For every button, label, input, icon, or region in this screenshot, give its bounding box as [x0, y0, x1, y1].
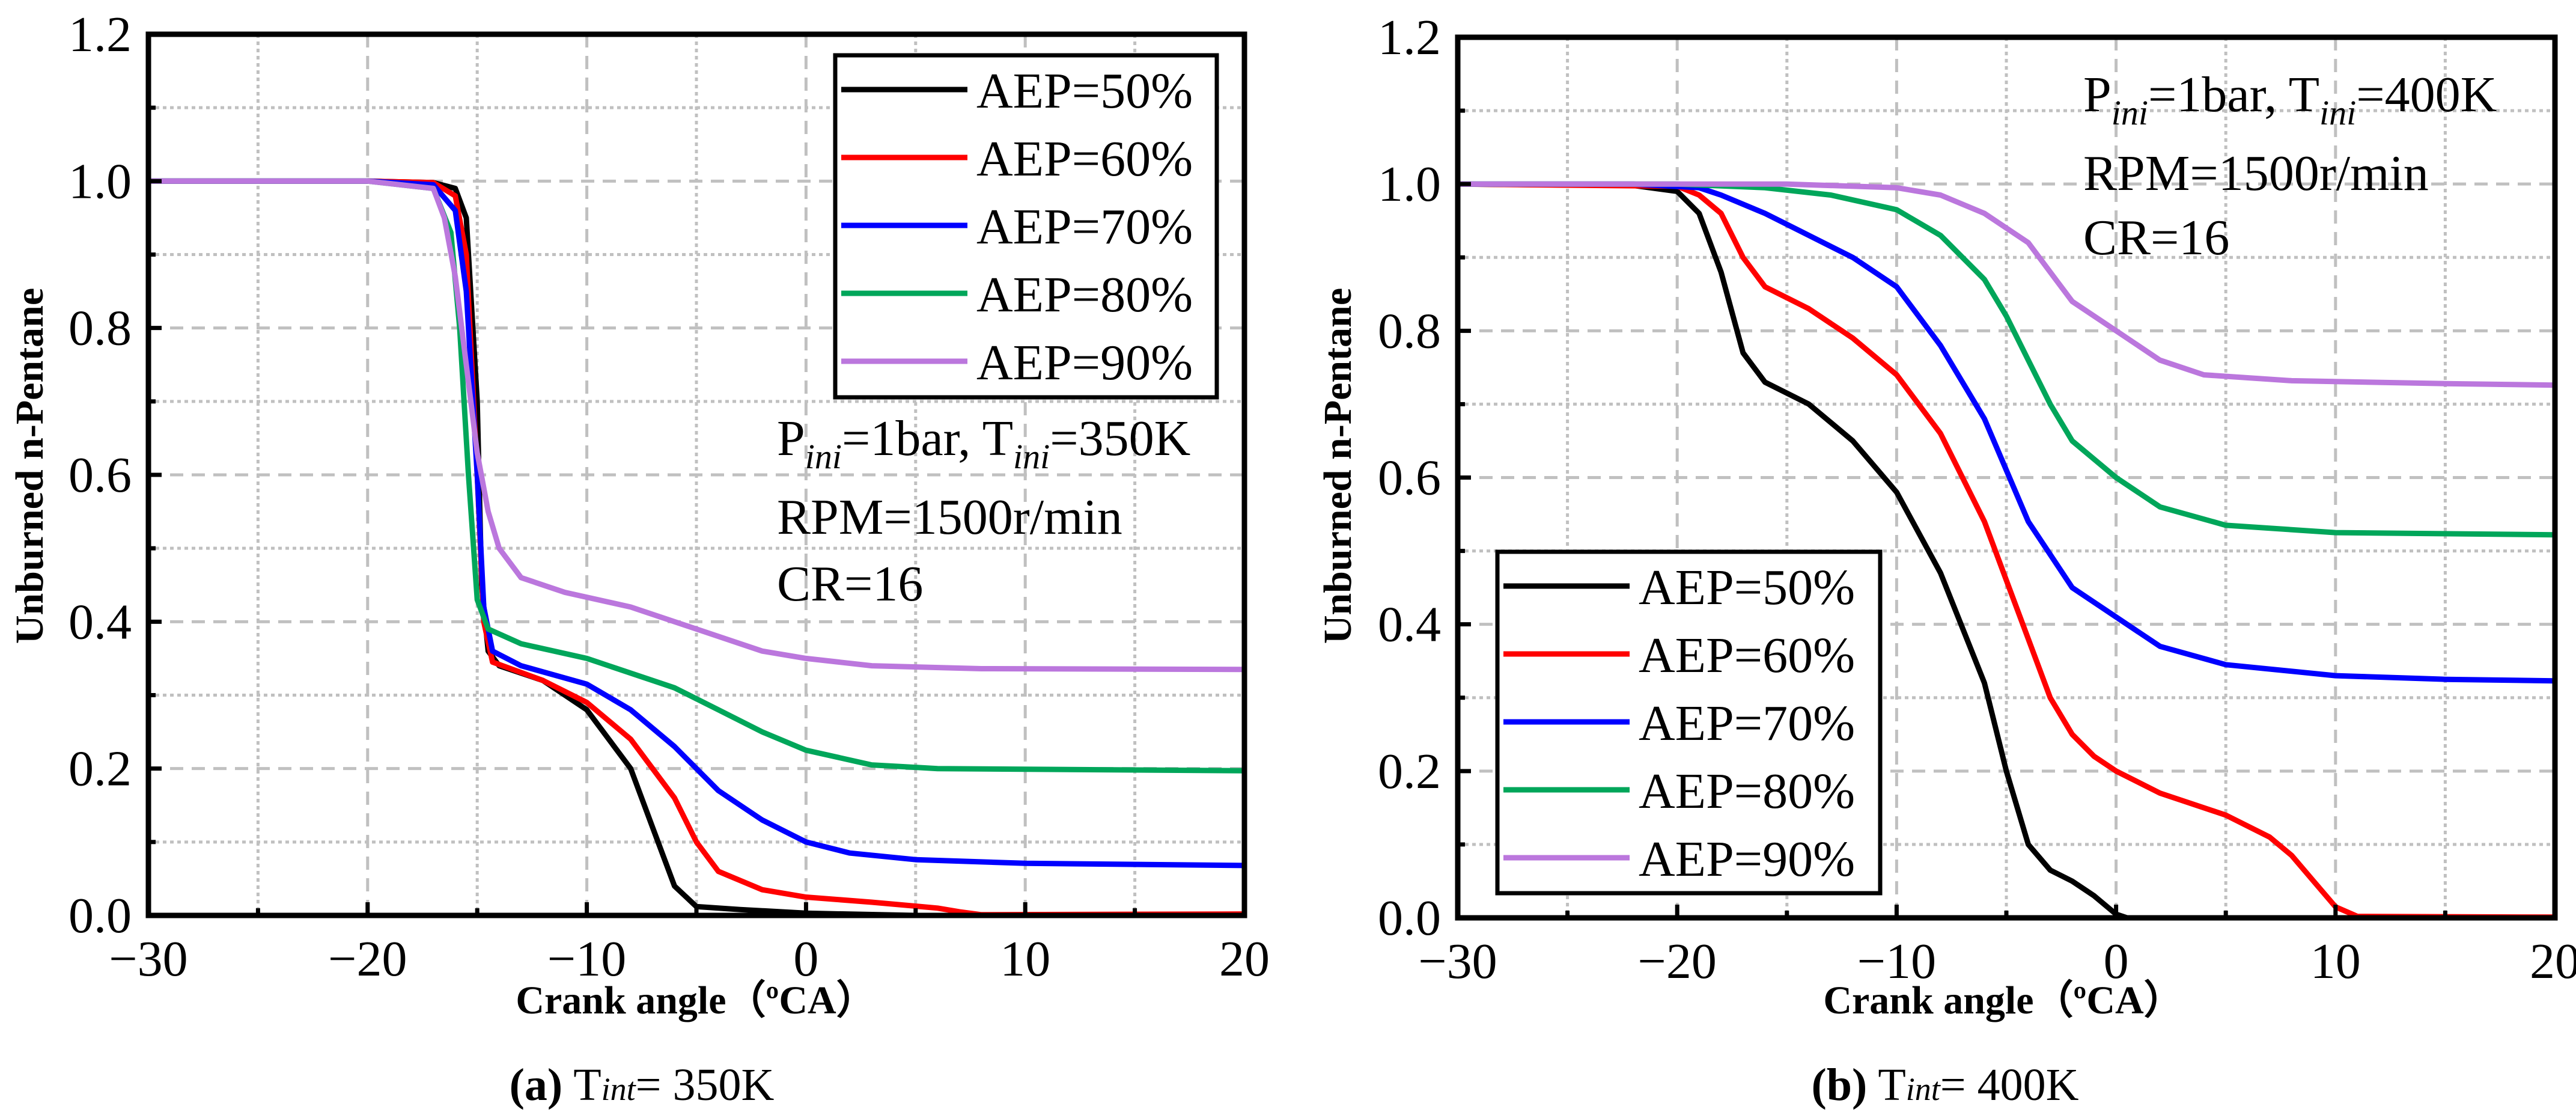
series-line-50 [1457, 181, 2555, 921]
y-tick-label: 1.2 [69, 7, 132, 63]
condition-annotation-rpm: RPM=1500r/min [2083, 145, 2429, 201]
condition-annotation-cr: CR=16 [777, 556, 923, 612]
annotation-part: =350K [1050, 411, 1190, 466]
legend: AEP=50% AEP=60% AEP=70% AEP=80% AEP=90% [1495, 549, 1883, 896]
x-tick-label: 10 [1000, 931, 1050, 987]
legend-label: AEP=50% [1639, 560, 1855, 616]
series-line-80 [1458, 181, 2556, 538]
x-tick-label: 10 [2310, 933, 2361, 989]
panel-caption: (a) Tint= 350K [510, 1060, 775, 1110]
legend-label: AEP=60% [1639, 628, 1855, 683]
series-line-60 [148, 178, 1245, 918]
annotation-part: ini [2319, 93, 2356, 132]
caption-label: (a) [510, 1060, 563, 1110]
annotation-part: ini [1013, 437, 1050, 476]
condition-annotation-pressure-temperature: Pini=1bar, Tini=350K [777, 411, 1190, 476]
annotation-part: =1bar, T [842, 411, 1013, 466]
legend: AEP=50% AEP=60% AEP=70% AEP=80% AEP=90% [833, 53, 1219, 400]
condition-annotation-pressure-temperature: Pini=1bar, Tini=400K [2083, 67, 2497, 132]
y-tick-label: 1.2 [1378, 10, 1441, 66]
annotation-part: P [2083, 67, 2112, 123]
annotation-part: =400K [2356, 67, 2497, 123]
x-tick-label: 0 [793, 931, 818, 987]
legend-label: AEP=70% [976, 199, 1193, 255]
annotation-part: =1bar, T [2148, 67, 2319, 123]
x-axis-label: Crank angle（ºCA） [516, 978, 875, 1022]
x-tick-label: −30 [109, 931, 187, 987]
x-tick-label: 20 [1219, 931, 1270, 987]
caption-subscript: int [1906, 1071, 1941, 1107]
x-tick-label: −20 [328, 931, 407, 987]
legend-label: AEP=60% [976, 131, 1193, 187]
annotation-part: ini [805, 437, 842, 476]
y-axis-label: Unburned n-Pentane [1316, 288, 1360, 644]
y-tick-label: 0.6 [69, 447, 132, 503]
legend-label: AEP=90% [976, 335, 1193, 391]
y-tick-label: 0.0 [69, 888, 132, 944]
y-tick-label: 0.8 [1378, 303, 1441, 359]
series-line-60 [1457, 181, 2556, 920]
x-tick-label: −10 [547, 931, 626, 987]
legend-label: AEP=80% [1639, 763, 1855, 819]
series-line-90 [148, 178, 1245, 673]
x-tick-label: −30 [1418, 933, 1497, 989]
caption-value: = 400K [1940, 1060, 2079, 1110]
annotation-part: ini [2112, 93, 2148, 132]
y-tick-label: 0.2 [1378, 744, 1441, 799]
legend-label: AEP=50% [976, 63, 1193, 119]
series-line-90 [1458, 181, 2556, 388]
chart-panel-b: −30 −20 −10 0 10 20 0.0 0.2 0.4 0.6 0.8 1.0 1.2 Crank… [1316, 10, 2576, 1110]
series-line-70 [148, 178, 1245, 869]
condition-annotation-rpm: RPM=1500r/min [777, 489, 1122, 545]
legend-label: AEP=80% [976, 267, 1193, 323]
y-tick-label: 0.2 [69, 741, 132, 797]
caption-subscript: int [601, 1071, 637, 1107]
y-tick-label: 0.0 [1378, 890, 1441, 946]
annotation-part: P [777, 411, 805, 466]
caption-value: = 350K [636, 1060, 775, 1110]
chart-panel-a: −30 −20 −10 0 10 20 0.0 0.2 0.4 0.6 0.8 1.0 1.2 Crank… [8, 7, 1270, 1110]
legend-label: AEP=90% [1639, 831, 1855, 887]
caption-T: T [573, 1060, 601, 1110]
y-tick-label: 0.8 [69, 301, 132, 356]
caption-T: T [1878, 1060, 1905, 1110]
panel-caption: (b) Tint= 400K [1811, 1060, 2078, 1110]
x-axis-label: Crank angle（ºCA） [1823, 978, 2183, 1022]
legend-label: AEP=70% [1639, 695, 1855, 751]
caption-label: (b) [1811, 1060, 1867, 1110]
condition-annotation-cr: CR=16 [2083, 210, 2229, 266]
y-tick-label: 0.6 [1378, 450, 1441, 506]
series-line-70 [1458, 181, 2556, 684]
x-tick-label: −10 [1857, 933, 1936, 989]
x-tick-label: 0 [2104, 933, 2129, 989]
y-tick-label: 0.4 [1378, 597, 1441, 653]
y-axis-label: Unburned n-Pentane [8, 288, 52, 644]
x-tick-label: 20 [2530, 933, 2576, 989]
x-tick-label: −20 [1638, 933, 1717, 989]
y-tick-label: 1.0 [69, 153, 132, 209]
y-tick-label: 1.0 [1378, 156, 1441, 212]
y-tick-label: 0.4 [69, 594, 132, 650]
